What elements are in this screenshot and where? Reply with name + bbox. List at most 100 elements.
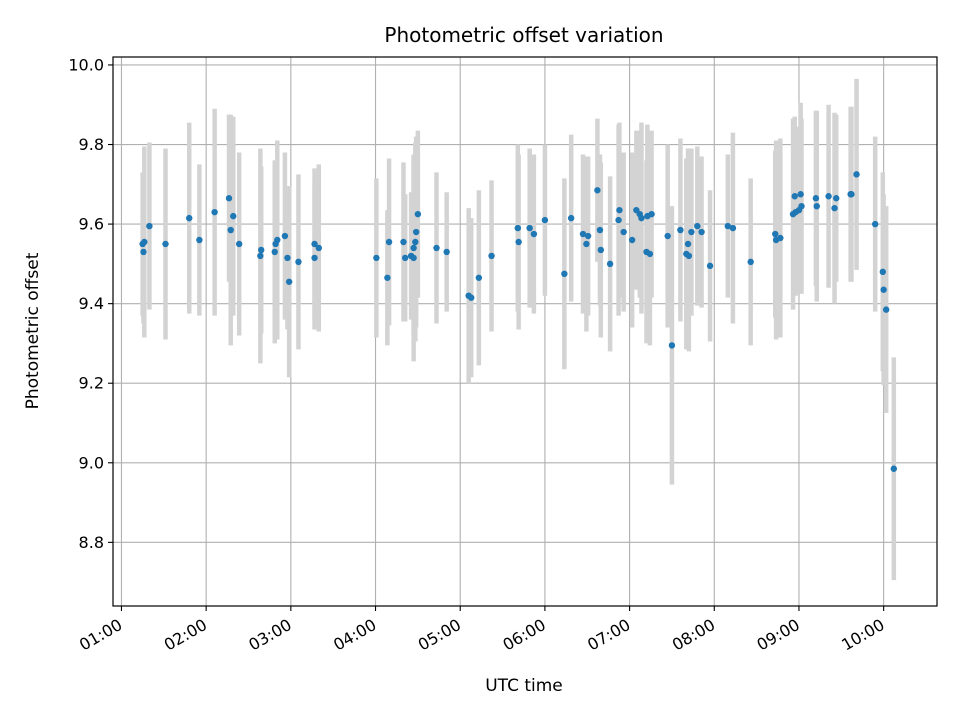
data-point bbox=[530, 230, 538, 238]
data-point bbox=[141, 238, 148, 246]
data-point bbox=[880, 286, 887, 293]
data-point bbox=[688, 228, 695, 236]
y-tick-label: 9.0 bbox=[79, 453, 104, 472]
data-point bbox=[384, 274, 391, 281]
data-point bbox=[848, 191, 855, 198]
data-point bbox=[664, 232, 671, 240]
data-point bbox=[561, 270, 568, 278]
data-point bbox=[271, 248, 278, 256]
data-point bbox=[410, 254, 417, 262]
data-point bbox=[813, 202, 820, 210]
y-axis: 8.8 9.0 9.2 9.4 9.6 9.8 10.0 bbox=[68, 55, 113, 552]
data-point bbox=[606, 260, 614, 268]
data-point bbox=[475, 274, 483, 281]
data-point bbox=[443, 248, 450, 256]
data-point bbox=[414, 210, 422, 218]
data-point bbox=[211, 208, 218, 216]
data-point bbox=[729, 224, 737, 232]
data-point bbox=[412, 238, 419, 246]
data-point bbox=[615, 216, 622, 224]
data-point bbox=[597, 246, 604, 254]
data-point bbox=[257, 252, 264, 260]
data-point bbox=[401, 254, 409, 262]
data-point bbox=[638, 214, 645, 222]
data-point bbox=[146, 222, 153, 230]
data-point bbox=[315, 244, 322, 252]
y-tick-label: 9.4 bbox=[79, 294, 104, 313]
data-point bbox=[616, 206, 623, 214]
data-point bbox=[526, 224, 533, 232]
plot-frame bbox=[112, 56, 938, 607]
data-point bbox=[373, 254, 380, 262]
data-point bbox=[747, 258, 754, 266]
data-point bbox=[628, 236, 636, 244]
y-tick-label: 9.6 bbox=[79, 215, 104, 234]
data-point bbox=[596, 226, 604, 234]
data-point bbox=[882, 306, 890, 313]
data-point bbox=[798, 202, 805, 210]
data-point bbox=[230, 212, 237, 220]
data-point bbox=[162, 240, 169, 248]
data-point bbox=[311, 240, 318, 248]
data-point bbox=[620, 228, 627, 236]
data-point bbox=[488, 252, 495, 260]
data-point bbox=[698, 228, 705, 236]
data-point bbox=[258, 246, 265, 254]
data-point bbox=[196, 236, 203, 244]
data-point bbox=[648, 210, 655, 218]
data-point bbox=[140, 248, 147, 256]
data-point bbox=[668, 342, 676, 349]
data-point bbox=[812, 195, 820, 202]
data-point bbox=[791, 193, 798, 200]
data-point bbox=[295, 258, 302, 266]
data-point bbox=[646, 250, 654, 258]
data-point bbox=[274, 236, 281, 244]
data-point bbox=[684, 240, 692, 248]
data-point bbox=[284, 254, 291, 262]
data-point bbox=[579, 230, 587, 238]
chart-title: Photometric offset variation bbox=[384, 23, 663, 47]
data-point bbox=[890, 465, 898, 472]
data-point bbox=[225, 195, 233, 202]
data-point bbox=[833, 195, 840, 202]
data-point bbox=[227, 226, 234, 234]
data-point bbox=[825, 193, 832, 200]
data-point bbox=[879, 268, 887, 276]
data-point bbox=[514, 224, 522, 232]
data-point bbox=[583, 240, 590, 248]
data-point bbox=[694, 222, 701, 230]
data-point bbox=[515, 238, 522, 246]
data-point bbox=[541, 216, 549, 224]
data-point bbox=[831, 204, 838, 212]
data-points bbox=[139, 171, 898, 472]
data-point bbox=[772, 230, 779, 238]
data-point bbox=[468, 294, 475, 301]
data-point bbox=[706, 262, 714, 270]
data-point bbox=[567, 214, 575, 222]
data-point bbox=[584, 232, 592, 240]
x-axis-title: UTC time bbox=[485, 676, 563, 696]
data-point bbox=[281, 232, 289, 240]
y-axis-title: Photometric offset bbox=[23, 252, 43, 409]
y-tick-label: 10.0 bbox=[68, 55, 104, 74]
data-point bbox=[853, 171, 860, 178]
data-point bbox=[685, 252, 693, 260]
data-point bbox=[677, 226, 684, 234]
y-tick-label: 8.8 bbox=[79, 533, 104, 552]
data-point bbox=[311, 254, 318, 262]
data-point bbox=[400, 238, 407, 246]
y-tick-label: 9.2 bbox=[79, 374, 104, 393]
data-point bbox=[412, 228, 420, 236]
data-point bbox=[410, 244, 417, 252]
data-point bbox=[797, 191, 804, 198]
data-point bbox=[777, 234, 784, 242]
data-point bbox=[433, 244, 440, 252]
data-point bbox=[871, 220, 879, 228]
data-point bbox=[385, 238, 393, 246]
data-point bbox=[285, 278, 293, 285]
data-point bbox=[594, 187, 601, 194]
data-point bbox=[724, 222, 732, 230]
data-point bbox=[235, 240, 243, 248]
